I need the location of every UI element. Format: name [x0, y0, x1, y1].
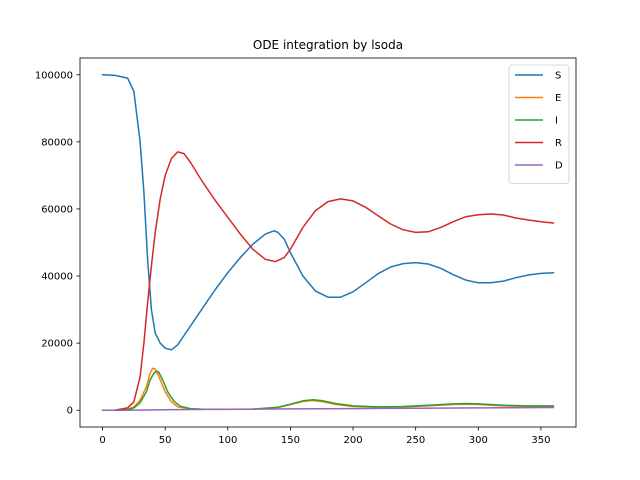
x-axis: 0 50 100 150 200 250 300 350 — [99, 427, 550, 446]
plot-lines — [101, 74, 555, 411]
y-tick-label: 100000 — [35, 70, 73, 81]
chart-title: ODE integration by lsoda — [253, 38, 403, 52]
y-tick-label: 60000 — [41, 204, 73, 215]
legend-label-D: D — [555, 161, 563, 172]
series-line-I — [101, 370, 555, 411]
y-tick-label: 40000 — [41, 272, 73, 283]
series-line-S — [101, 74, 555, 351]
y-tick-label: 0 — [67, 406, 73, 417]
x-tick-label: 300 — [469, 435, 488, 446]
x-tick-label: 150 — [281, 435, 300, 446]
legend-box — [508, 64, 570, 184]
legend-label-R: R — [555, 138, 562, 149]
x-tick-label: 50 — [159, 435, 172, 446]
series-line-R — [101, 151, 555, 411]
y-tick-label: 80000 — [41, 137, 73, 148]
series-line-D — [101, 406, 555, 411]
x-tick-label: 200 — [344, 435, 363, 446]
y-axis: 0 20000 40000 60000 80000 100000 — [35, 70, 80, 417]
x-tick-label: 350 — [531, 435, 550, 446]
x-tick-label: 100 — [218, 435, 237, 446]
plot-frame — [79, 57, 577, 428]
legend-label-I: I — [555, 116, 558, 127]
legend-label-S: S — [555, 71, 561, 82]
legend: SE IR D — [508, 64, 570, 184]
legend-label-E: E — [555, 93, 561, 104]
x-tick-label: 0 — [99, 435, 105, 446]
y-tick-label: 20000 — [41, 339, 73, 350]
x-tick-label: 250 — [406, 435, 425, 446]
